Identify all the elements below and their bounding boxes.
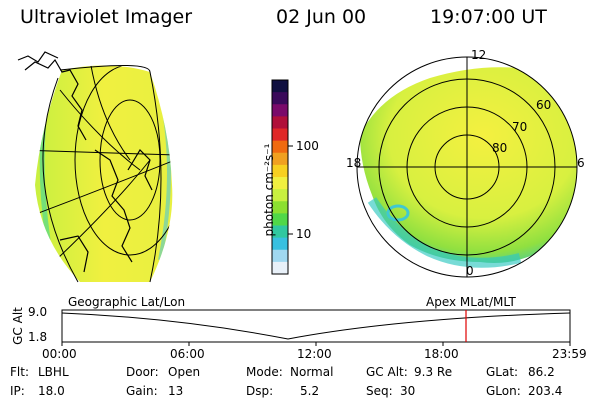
colorbar-segment [272, 116, 288, 130]
dsp-label: Dsp: [246, 384, 274, 398]
colorbar-segment [272, 177, 288, 190]
glat-label: GLat: [486, 365, 519, 379]
mlt-label-12: 12 [471, 48, 487, 62]
instrument-title: Ultraviolet Imager [20, 6, 193, 28]
geographic-image [17, 51, 173, 283]
seq-value: 30 [400, 384, 416, 398]
glat-value: 86.2 [528, 365, 555, 379]
dsp-value: 5.2 [300, 384, 320, 398]
mlat-label-60: 60 [536, 98, 552, 112]
colorbar-segment [272, 92, 288, 105]
mlat-label-80: 80 [492, 141, 508, 155]
gain-label: Gain: [126, 384, 158, 398]
date-label: 02 Jun 00 [276, 6, 367, 28]
colorbar-segment [272, 213, 288, 227]
colorbar-segment [272, 152, 288, 166]
colorbar-segment [272, 225, 288, 239]
mlt-label-18: 18 [346, 156, 362, 170]
gcalt-value: 9.3 Re [414, 365, 453, 379]
xtick-1800: 18:00 [424, 347, 459, 361]
colorbar-segment [272, 237, 288, 251]
altitude-plot [61, 309, 571, 346]
door-label: Door: [126, 365, 159, 379]
mode-value: Normal [290, 365, 334, 379]
xtick-2359: 23:59 [552, 347, 587, 361]
colorbar-segment [272, 104, 288, 117]
colorbar-segment [272, 189, 288, 202]
colorbar-segment [272, 261, 288, 275]
ip-label: IP: [10, 384, 25, 398]
altitude-ylabel: GC Alt [11, 307, 25, 345]
door-value: Open [168, 365, 201, 379]
colorbar-segment [272, 164, 288, 178]
colorbar-unit-label: photon cm⁻²s⁻¹ [262, 143, 276, 237]
xtick-0000: 00:00 [42, 347, 77, 361]
ip-value: 18.0 [38, 384, 65, 398]
colorbar-tick-100: 100 [296, 139, 319, 153]
gain-value: 13 [168, 384, 184, 398]
mode-label: Mode: [246, 365, 283, 379]
seq-label: Seq: [366, 384, 393, 398]
flt-value: LBHL [38, 365, 69, 379]
colorbar-segment [272, 140, 288, 154]
colorbar-frame [271, 79, 289, 275]
glon-value: 203.4 [528, 384, 563, 398]
xtick-1200: 12:00 [297, 347, 332, 361]
mlt-label-6: 6 [577, 156, 585, 170]
altitude-ytick-high: 9.0 [28, 305, 48, 319]
time-label: 19:07:00 UT [430, 6, 547, 28]
mlt-label-0: 0 [466, 264, 474, 278]
flt-label: Flt: [10, 365, 29, 379]
colorbar-segment [272, 128, 288, 142]
colorbar [271, 79, 289, 275]
apex-label: Apex MLat/MLT [426, 295, 516, 309]
colorbar-segment [272, 249, 288, 263]
glon-label: GLon: [486, 384, 521, 398]
polar-image [356, 56, 578, 278]
geographic-label: Geographic Lat/Lon [68, 295, 186, 309]
colorbar-tick-10: 10 [296, 227, 312, 241]
colorbar-segment [272, 201, 288, 214]
colorbar-ticks [288, 145, 293, 235]
colorbar-segment [272, 80, 288, 93]
mlat-label-70: 70 [512, 120, 528, 134]
xtick-0600: 06:00 [170, 347, 205, 361]
altitude-ytick-low: 1.8 [28, 330, 48, 344]
gcalt-label: GC Alt: [366, 365, 408, 379]
